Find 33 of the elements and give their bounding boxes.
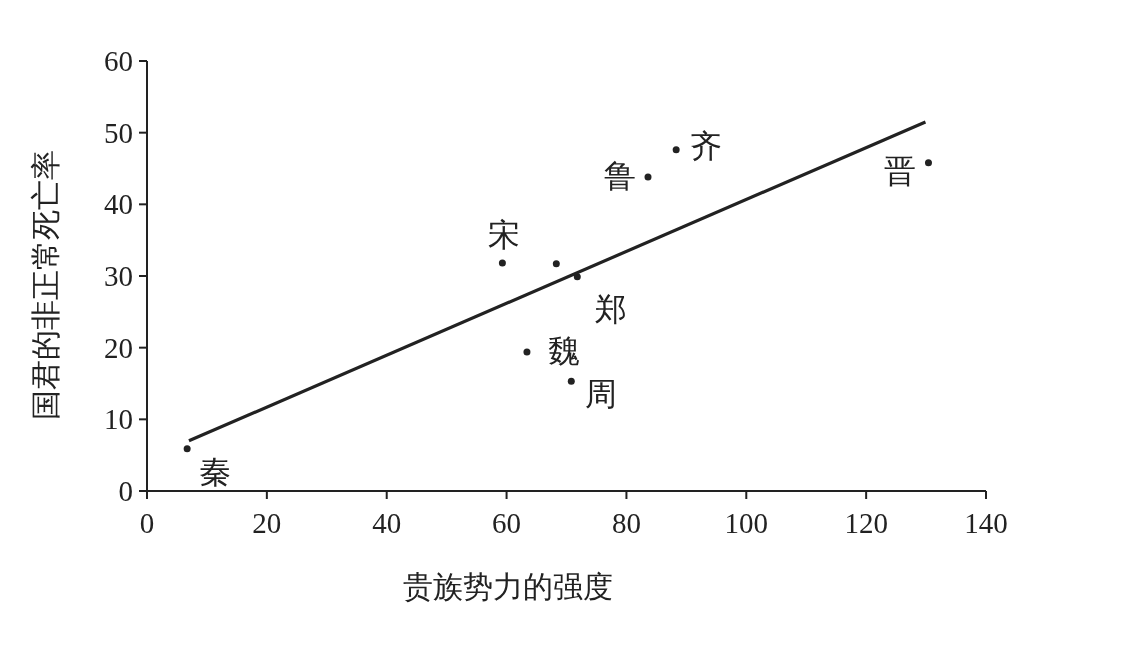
y-tick-label: 10 [104, 403, 133, 436]
y-axis-title: 国君的非正常死亡率 [29, 150, 62, 420]
point [567, 377, 575, 385]
point [672, 146, 680, 154]
annotation: 秦 [199, 453, 232, 490]
x-axis-title: 贵族势力的强度 [403, 570, 613, 603]
annotation: 郑 [595, 290, 628, 327]
x-tick-label: 0 [139, 507, 155, 539]
annotation: 宋 [488, 217, 521, 254]
point [924, 159, 932, 167]
annotation: 鲁 [604, 158, 636, 195]
annotation: 齐 [690, 127, 723, 164]
x-tick-label: 140 [964, 507, 1008, 539]
x-tick-label: 20 [252, 507, 282, 539]
point [523, 348, 531, 356]
point [498, 259, 506, 267]
annotation: 周 [585, 376, 618, 413]
annotation: 晋 [884, 152, 917, 189]
point [183, 445, 191, 453]
point [644, 173, 652, 181]
x-tick-label: 120 [844, 507, 888, 539]
x-tick-label: 60 [492, 507, 522, 539]
x-tick-label: 80 [611, 507, 641, 539]
x-tick-label: 100 [724, 507, 769, 539]
y-tick-label: 50 [104, 116, 133, 149]
y-tick-label: 30 [104, 260, 133, 292]
y-tick-label: 20 [104, 331, 133, 364]
y-tick-label: 60 [104, 45, 133, 77]
x-tick-label: 40 [372, 507, 402, 539]
y-tick-label: 0 [118, 475, 133, 507]
y-tick-label: 40 [104, 188, 133, 221]
annotation: 魏 [547, 332, 580, 369]
point [552, 260, 560, 268]
